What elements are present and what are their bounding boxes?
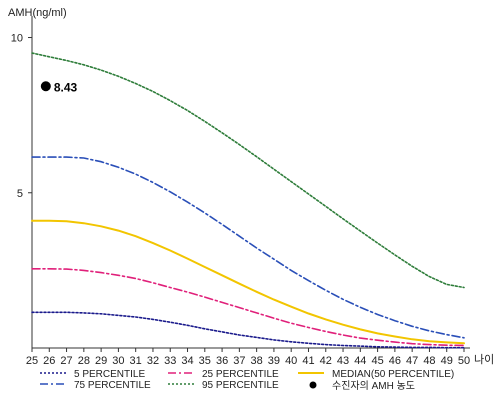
legend-patient-label: 수진자의 AMH 농도 (332, 380, 415, 392)
x-tick-label: 25 (26, 355, 38, 367)
legend: 5 PERCENTILE 25 PERCENTILE MEDIAN(50 PERCE… (40, 369, 454, 392)
series-line-3 (31, 156, 465, 339)
x-tick-label: 40 (285, 355, 297, 367)
x-tick-label: 49 (441, 355, 453, 367)
x-tick-label: 36 (216, 355, 228, 367)
axes: 5 10 25 26 27 28 29 30 31 32 33 34 35 36 37 38 39 40 41 42 4… (11, 16, 470, 367)
legend-label-0: 5 PERCENTILE (74, 369, 145, 380)
x-tick-label: 26 (43, 355, 55, 367)
x-tick-label: 31 (130, 355, 142, 367)
x-tick-label: 50 (458, 355, 470, 367)
series-line-0 (31, 311, 465, 349)
legend-label-1: 25 PERCENTILE (202, 369, 279, 380)
patient-amh-value-label: 8.43 (54, 80, 78, 94)
series-line-4 (31, 52, 465, 289)
x-tick-label: 46 (389, 355, 401, 367)
x-tick-label: 42 (320, 355, 332, 367)
x-tick-label: 45 (371, 355, 383, 367)
x-tick-label: 34 (181, 355, 193, 367)
x-tick-label: 29 (95, 355, 107, 367)
x-tick-label: 27 (60, 355, 72, 367)
y-tick-label: 10 (11, 33, 23, 45)
legend-label-3: 75 PERCENTILE (74, 380, 151, 391)
x-tick-label: 37 (233, 355, 245, 367)
x-tick-label: 41 (302, 355, 314, 367)
x-tick-label: 35 (199, 355, 211, 367)
patient-amh-point (40, 81, 51, 92)
legend-label-4: 95 PERCENTILE (202, 380, 279, 391)
x-tick-label: 48 (423, 355, 435, 367)
series-line-1 (31, 268, 465, 347)
series-lines (31, 52, 465, 349)
x-tick-label: 28 (78, 355, 90, 367)
x-axis-label: 나이 (474, 353, 494, 366)
x-tick-label: 32 (147, 355, 159, 367)
series-line-2 (31, 219, 465, 345)
y-axis-label: AMH(ng/ml) (8, 7, 67, 19)
y-tick-label: 5 (17, 188, 23, 200)
legend-label-2: MEDIAN(50 PERCENTILE) (332, 369, 454, 380)
x-tick-label: 33 (164, 355, 176, 367)
x-tick-label: 47 (406, 355, 418, 367)
patient-marker-group: 8.43 (40, 80, 78, 94)
x-tick-label: 44 (354, 355, 366, 367)
x-tick-label: 39 (268, 355, 280, 367)
x-tick-label: 38 (251, 355, 263, 367)
x-tick-label: 30 (112, 355, 124, 367)
legend-patient-marker (309, 381, 317, 389)
x-tick-label: 43 (337, 355, 349, 367)
